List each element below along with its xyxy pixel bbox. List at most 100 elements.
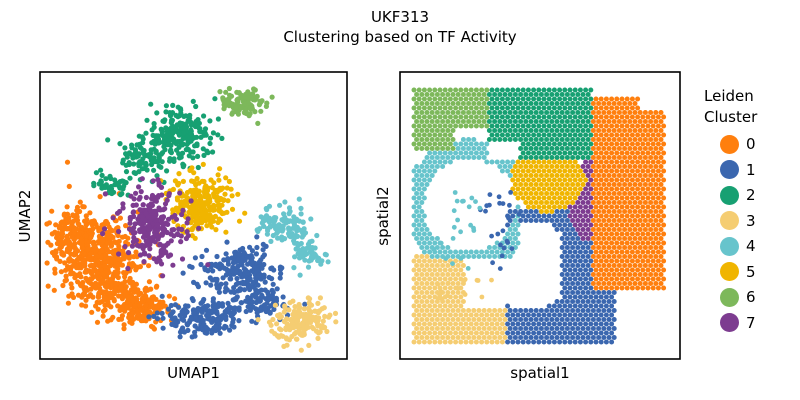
spatial-spot-cluster-4	[414, 191, 420, 196]
umap-point-cluster-2	[197, 126, 203, 132]
umap-point-cluster-0	[133, 264, 139, 270]
umap-point-cluster-3	[324, 328, 330, 335]
spatial-spot-cluster-5	[557, 204, 563, 210]
spatial-spot-cluster-0	[606, 173, 612, 178]
spatial-spot-cluster-1	[570, 272, 576, 277]
spatial-spot-cluster-0	[627, 110, 633, 115]
spatial-spot-cluster-1	[512, 308, 518, 313]
spatial-spot-cluster-3	[416, 321, 422, 327]
umap-point-cluster-0	[116, 293, 122, 299]
spatial-spot-cluster-2	[512, 128, 518, 133]
spatial-spot-cluster-4	[453, 141, 459, 147]
umap-point-cluster-7	[184, 229, 190, 235]
umap-point-cluster-2	[188, 131, 194, 137]
spatial-spot-cluster-0	[640, 132, 646, 138]
umap-point-cluster-6	[263, 103, 269, 109]
umap-point-cluster-3	[306, 342, 312, 348]
spatial-spot-cluster-3	[463, 312, 469, 318]
spatial-spot-cluster-4	[471, 254, 477, 259]
umap-point-cluster-1	[231, 285, 237, 291]
spatial-spot-cluster-5	[536, 204, 542, 210]
legend-item-2: 2	[720, 184, 756, 206]
spatial-spot-cluster-1	[512, 326, 518, 331]
spatial-spot-cluster-7	[583, 195, 589, 201]
umap-point-cluster-0	[74, 257, 80, 263]
spatial-spot-cluster-0	[632, 182, 638, 187]
spatial-spot-cluster-6	[453, 96, 459, 102]
spatial-spot-cluster-1	[525, 213, 531, 219]
spatial-spot-cluster-2	[583, 105, 589, 111]
spatial-spot-cluster-2	[554, 128, 560, 133]
umap-point-cluster-0	[60, 282, 66, 289]
spatial-spot-cluster-0	[619, 213, 625, 219]
spatial-spot-cluster-0	[590, 128, 596, 133]
spatial-spot-cluster-1	[531, 321, 537, 327]
figure-title: UKF313	[370, 8, 430, 26]
spatial-spot-cluster-6	[414, 146, 420, 151]
spatial-spot-cluster-1	[603, 321, 609, 327]
spatial-spot-cluster-5	[528, 182, 534, 187]
umap-point-cluster-0	[142, 288, 148, 294]
umap-point-cluster-1	[181, 317, 187, 323]
spatial-spot-cluster-3	[437, 276, 443, 282]
spatial-spot-cluster-6	[450, 110, 456, 115]
spatial-spot-cluster-0	[635, 222, 641, 228]
spatial-spot-cluster-2	[567, 132, 573, 138]
spatial-spot-cluster-5	[531, 168, 537, 174]
spatial-spot-cluster-2	[515, 123, 521, 129]
spatial-spot-cluster-2	[567, 141, 573, 147]
spatial-spot-cluster-5	[557, 177, 563, 183]
umap-point-cluster-7	[139, 214, 145, 220]
spatial-spot-cluster-5	[562, 168, 568, 174]
umap-point-cluster-0	[138, 307, 144, 313]
spatial-spot-cluster-7	[585, 209, 591, 214]
umap-point-cluster-0	[148, 286, 154, 292]
spatial-spot-cluster-5	[577, 177, 583, 183]
spatial-spot-cluster-3	[429, 326, 435, 331]
umap-point-cluster-0	[81, 251, 87, 257]
spatial-spot-cluster-7	[583, 204, 589, 210]
umap-point-cluster-5	[177, 204, 184, 210]
spatial-spot-cluster-4	[466, 204, 472, 210]
umap-point-cluster-3	[293, 324, 299, 330]
spatial-spot-cluster-6	[427, 105, 433, 111]
spatial-spot-cluster-4	[460, 155, 466, 160]
spatial-spot-cluster-0	[627, 236, 633, 241]
spatial-spot-cluster-1	[601, 326, 607, 331]
umap-point-cluster-0	[118, 283, 124, 289]
spatial-spot-cluster-1	[483, 208, 488, 214]
spatial-spot-cluster-4	[469, 195, 475, 201]
spatial-spot-cluster-0	[637, 128, 643, 133]
spatial-spot-cluster-3	[419, 254, 425, 259]
spatial-spot-cluster-0	[645, 204, 651, 210]
umap-point-cluster-2	[168, 131, 174, 137]
umap-point-cluster-1	[203, 247, 210, 253]
umap-point-cluster-1	[221, 257, 227, 263]
umap-point-cluster-0	[100, 237, 106, 243]
spatial-spot-cluster-7	[583, 213, 589, 219]
spatial-spot-cluster-4	[505, 249, 511, 255]
umap-point-cluster-2	[153, 149, 159, 155]
spatial-spot-cluster-0	[635, 132, 641, 138]
spatial-spot-cluster-0	[593, 114, 599, 120]
umap-point-cluster-0	[108, 259, 114, 265]
spatial-spot-cluster-3	[411, 339, 417, 345]
umap-point-cluster-1	[243, 308, 249, 315]
spatial-spot-cluster-4	[421, 177, 427, 183]
umap-point-cluster-4	[268, 238, 274, 244]
umap-point-cluster-2	[126, 150, 132, 156]
spatial-spot-cluster-6	[447, 96, 453, 102]
umap-point-cluster-0	[172, 296, 178, 302]
spatial-spot-cluster-7	[577, 213, 583, 219]
spatial-spot-cluster-0	[596, 209, 602, 214]
spatial-spot-cluster-0	[603, 249, 609, 255]
spatial-spot-cluster-5	[515, 168, 521, 174]
spatial-spot-cluster-0	[658, 110, 664, 115]
spatial-spot-cluster-0	[655, 186, 661, 192]
umap-point-cluster-2	[207, 135, 214, 141]
umap-point-cluster-0	[89, 262, 95, 268]
spatial-spot-cluster-0	[658, 173, 664, 178]
spatial-spot-cluster-5	[538, 200, 544, 205]
umap-point-cluster-7	[160, 273, 166, 279]
spatial-spot-cluster-6	[424, 128, 430, 133]
